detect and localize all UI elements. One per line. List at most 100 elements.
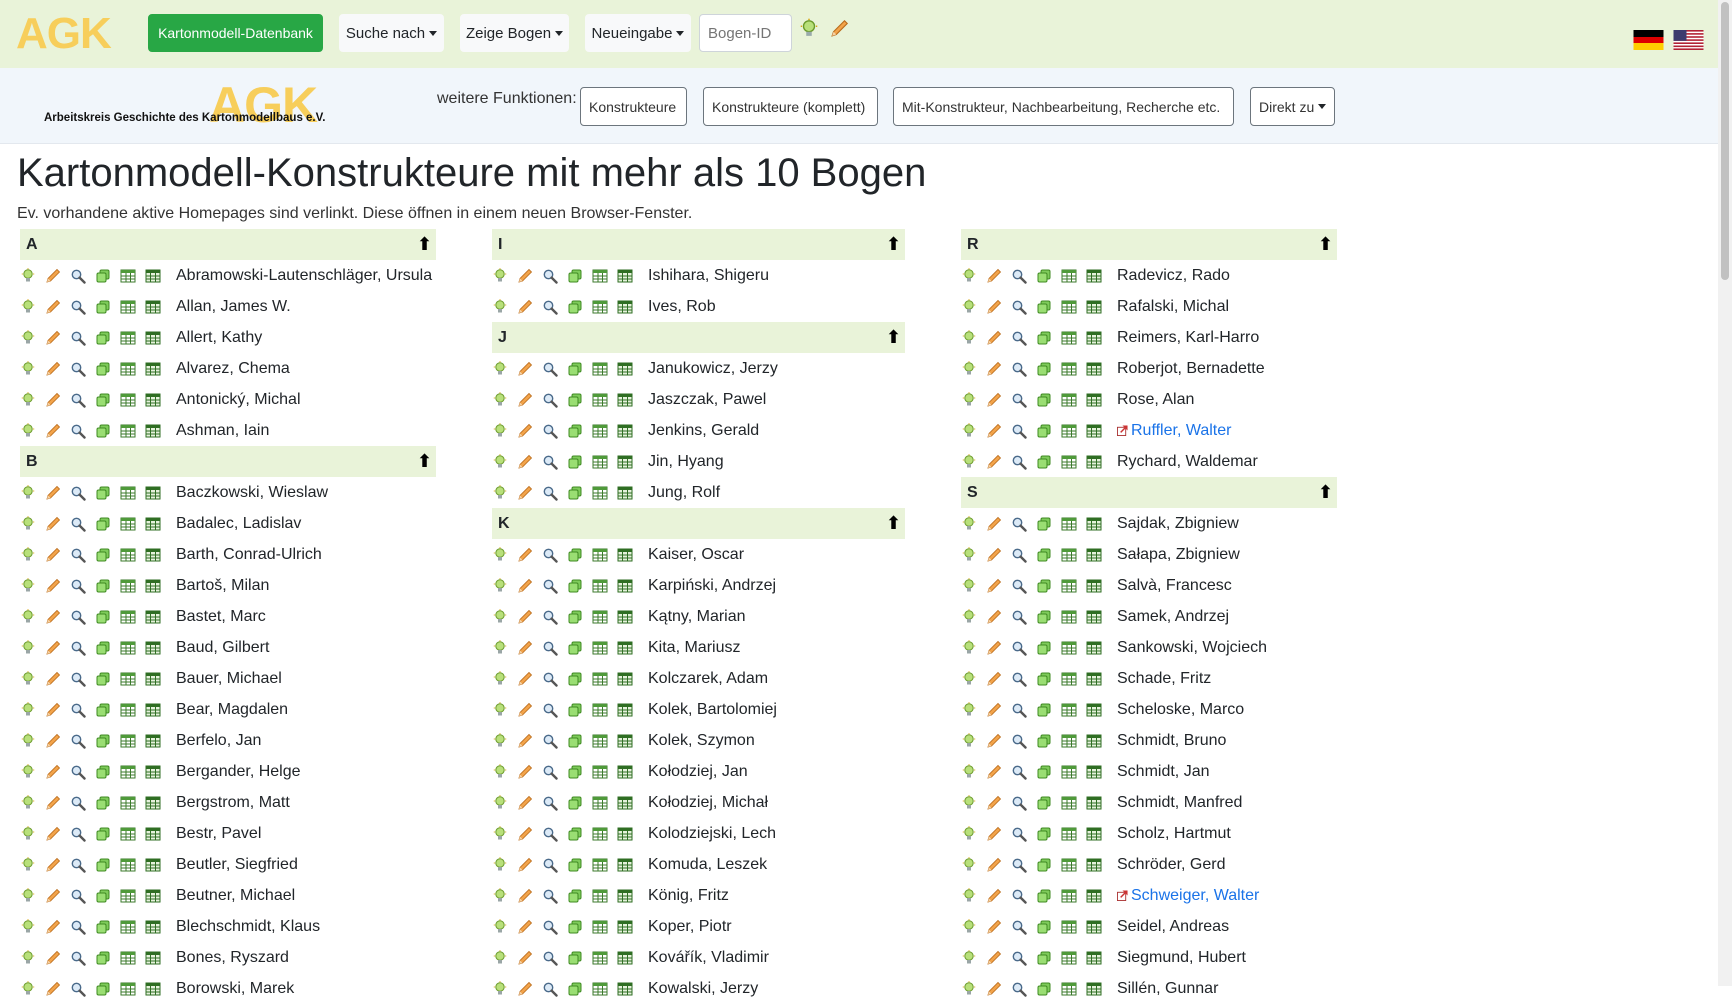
magnifier-icon[interactable] [542, 795, 558, 811]
copy-icon[interactable] [1036, 671, 1052, 687]
pencil-icon[interactable] [517, 361, 533, 377]
magnifier-icon[interactable] [70, 330, 86, 346]
magnifier-icon[interactable] [542, 578, 558, 594]
copy-icon[interactable] [567, 671, 583, 687]
magnifier-icon[interactable] [542, 361, 558, 377]
bulb-icon[interactable] [20, 980, 36, 997]
bulb-icon[interactable] [961, 360, 977, 377]
arrow-up-icon[interactable]: ⬆ [885, 234, 901, 254]
arrow-up-icon[interactable]: ⬆ [416, 451, 432, 471]
grid-icon[interactable] [1086, 609, 1102, 625]
pencil-icon[interactable] [986, 516, 1002, 532]
magnifier-icon[interactable] [70, 764, 86, 780]
grid-icon[interactable] [617, 485, 633, 501]
magnifier-icon[interactable] [1011, 640, 1027, 656]
table-icon[interactable] [120, 857, 136, 873]
table-icon[interactable] [120, 361, 136, 377]
pencil-icon[interactable] [517, 919, 533, 935]
grid-icon[interactable] [145, 392, 161, 408]
grid-icon[interactable] [145, 764, 161, 780]
bulb-icon[interactable] [492, 732, 508, 749]
magnifier-icon[interactable] [70, 857, 86, 873]
magnifier-icon[interactable] [1011, 516, 1027, 532]
pencil-icon[interactable] [986, 609, 1002, 625]
bulb-icon[interactable] [961, 949, 977, 966]
bulb-icon[interactable] [492, 887, 508, 904]
bulb-icon[interactable] [20, 639, 36, 656]
grid-icon[interactable] [145, 795, 161, 811]
grid-icon[interactable] [617, 795, 633, 811]
table-icon[interactable] [592, 454, 608, 470]
magnifier-icon[interactable] [542, 733, 558, 749]
grid-icon[interactable] [145, 640, 161, 656]
pencil-icon[interactable] [517, 888, 533, 904]
copy-icon[interactable] [567, 795, 583, 811]
copy-icon[interactable] [567, 702, 583, 718]
bulb-icon[interactable] [492, 546, 508, 563]
magnifier-icon[interactable] [70, 361, 86, 377]
bulb-icon[interactable] [961, 267, 977, 284]
grid-icon[interactable] [1086, 981, 1102, 997]
pencil-icon[interactable] [986, 578, 1002, 594]
copy-icon[interactable] [1036, 392, 1052, 408]
copy-icon[interactable] [567, 733, 583, 749]
bulb-icon[interactable] [961, 918, 977, 935]
table-icon[interactable] [1061, 981, 1077, 997]
copy-icon[interactable] [95, 826, 111, 842]
pencil-icon[interactable] [517, 609, 533, 625]
arrow-up-icon[interactable]: ⬆ [885, 513, 901, 533]
bulb-icon[interactable] [492, 453, 508, 470]
bulb-icon[interactable] [20, 360, 36, 377]
pencil-icon[interactable] [45, 981, 61, 997]
table-icon[interactable] [120, 299, 136, 315]
designer-homepage-link[interactable]: Schweiger, Walter [1117, 887, 1259, 905]
copy-icon[interactable] [95, 299, 111, 315]
magnifier-icon[interactable] [1011, 857, 1027, 873]
bulb-icon[interactable] [20, 422, 36, 439]
table-icon[interactable] [592, 671, 608, 687]
grid-icon[interactable] [1086, 826, 1102, 842]
pencil-icon[interactable] [517, 299, 533, 315]
designers-full-button[interactable]: Konstrukteure (komplett) [703, 87, 878, 126]
bulb-icon[interactable] [492, 918, 508, 935]
magnifier-icon[interactable] [70, 516, 86, 532]
pencil-icon[interactable] [986, 299, 1002, 315]
pencil-icon[interactable] [45, 423, 61, 439]
copy-icon[interactable] [95, 919, 111, 935]
grid-icon[interactable] [617, 609, 633, 625]
grid-icon[interactable] [1086, 578, 1102, 594]
magnifier-icon[interactable] [1011, 392, 1027, 408]
copy-icon[interactable] [567, 919, 583, 935]
copy-icon[interactable] [1036, 516, 1052, 532]
grid-icon[interactable] [617, 392, 633, 408]
grid-icon[interactable] [1086, 330, 1102, 346]
pencil-icon[interactable] [986, 640, 1002, 656]
magnifier-icon[interactable] [70, 950, 86, 966]
us-flag-icon[interactable] [1673, 30, 1704, 50]
table-icon[interactable] [120, 516, 136, 532]
copy-icon[interactable] [1036, 702, 1052, 718]
copy-icon[interactable] [95, 361, 111, 377]
table-icon[interactable] [120, 950, 136, 966]
page-scrollbar[interactable] [1718, 0, 1732, 986]
copy-icon[interactable] [95, 950, 111, 966]
bulb-icon[interactable] [961, 298, 977, 315]
magnifier-icon[interactable] [1011, 702, 1027, 718]
bulb-icon[interactable] [492, 298, 508, 315]
bulb-icon[interactable] [492, 794, 508, 811]
magnifier-icon[interactable] [70, 423, 86, 439]
table-icon[interactable] [120, 733, 136, 749]
table-icon[interactable] [1061, 702, 1077, 718]
new-entry-menu[interactable]: Neueingabe [585, 14, 691, 52]
pencil-icon[interactable] [986, 857, 1002, 873]
bulb-icon[interactable] [20, 608, 36, 625]
search-menu[interactable]: Suche nach [339, 14, 444, 52]
table-icon[interactable] [592, 392, 608, 408]
pencil-icon[interactable] [517, 640, 533, 656]
copy-icon[interactable] [567, 578, 583, 594]
pencil-icon[interactable] [45, 671, 61, 687]
pencil-icon[interactable] [45, 485, 61, 501]
magnifier-icon[interactable] [70, 485, 86, 501]
table-icon[interactable] [120, 485, 136, 501]
magnifier-icon[interactable] [70, 392, 86, 408]
